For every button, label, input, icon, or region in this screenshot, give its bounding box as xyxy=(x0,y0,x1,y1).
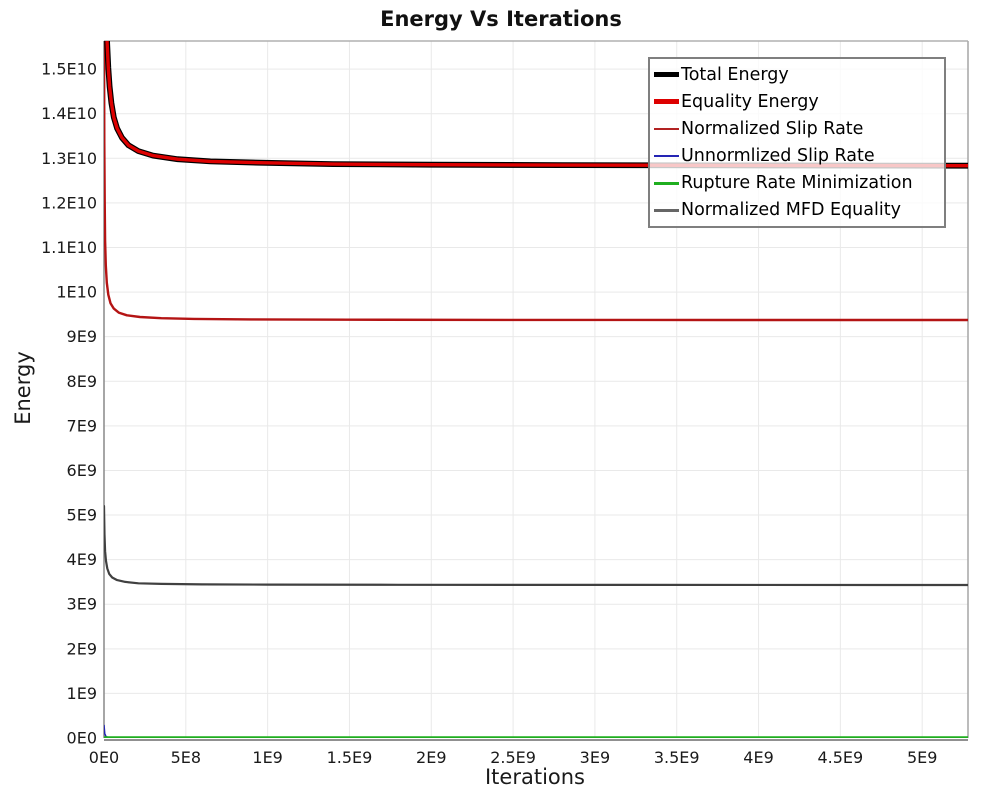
x-tick-label: 5E9 xyxy=(907,748,937,767)
legend-item-label: Unnormlized Slip Rate xyxy=(681,146,875,167)
legend-line-swatch xyxy=(654,181,679,185)
y-tick-label: 1.3E10 xyxy=(41,149,97,168)
y-tick-label: 1E9 xyxy=(67,684,97,703)
legend-item-rupture-rate-minimization: Rupture Rate Minimization xyxy=(654,170,940,197)
y-tick-label: 1.2E10 xyxy=(41,193,97,212)
series-equality-energy xyxy=(105,41,968,168)
legend-item-label: Normalized Slip Rate xyxy=(681,118,864,139)
x-tick-label: 0E0 xyxy=(89,748,119,767)
x-tick-label: 5E8 xyxy=(171,748,201,767)
x-tick-label: 1.5E9 xyxy=(327,748,373,767)
x-tick-label: 2.5E9 xyxy=(490,748,536,767)
y-tick-label: 7E9 xyxy=(67,416,97,435)
legend: Total Energy Equality Energy Normalized … xyxy=(648,57,946,228)
legend-item-equality-energy: Equality Energy xyxy=(654,88,940,115)
y-tick-label: 8E9 xyxy=(67,372,97,391)
legend-item-label: Normalized MFD Equality xyxy=(681,200,901,221)
y-tick-label: 3E9 xyxy=(67,595,97,614)
y-tick-label: 1.1E10 xyxy=(41,238,97,257)
series-normalized-mfd-equality xyxy=(104,505,968,587)
x-tick-label: 1E9 xyxy=(252,748,282,767)
legend-item-normalized-mfd-equality: Normalized MFD Equality xyxy=(654,197,940,224)
y-tick-label: 1E10 xyxy=(56,283,97,302)
series-normalized-slip-rate xyxy=(104,41,968,322)
legend-line-swatch xyxy=(654,72,679,78)
y-tick-label: 1.4E10 xyxy=(41,104,97,123)
legend-line-swatch xyxy=(654,99,679,105)
series-unnormlized-slip-rate xyxy=(104,724,968,738)
legend-item-total-energy: Total Energy xyxy=(654,61,940,88)
y-tick-label: 5E9 xyxy=(67,506,97,525)
y-tick-label: 9E9 xyxy=(67,327,97,346)
legend-item-label: Equality Energy xyxy=(681,91,819,112)
legend-line-swatch xyxy=(654,127,679,131)
series-group xyxy=(104,41,968,738)
legend-line-swatch xyxy=(654,209,679,212)
x-axis-label: Iterations xyxy=(484,765,586,789)
x-tick-label: 4E9 xyxy=(743,748,773,767)
y-tick-label: 4E9 xyxy=(67,550,97,569)
x-tick-label: 4.5E9 xyxy=(817,748,863,767)
legend-item-label: Rupture Rate Minimization xyxy=(681,173,913,194)
chart-title: Energy Vs Iterations xyxy=(380,7,622,31)
legend-item-label: Total Energy xyxy=(681,64,789,85)
x-tick-label: 2E9 xyxy=(416,748,446,767)
y-tick-label: 2E9 xyxy=(67,639,97,658)
legend-item-normalized-slip-rate: Normalized Slip Rate xyxy=(654,115,940,142)
y-tick-label: 6E9 xyxy=(67,461,97,480)
x-tick-label: 3.5E9 xyxy=(654,748,700,767)
x-tick-label: 3E9 xyxy=(580,748,610,767)
legend-line-swatch xyxy=(654,154,679,158)
y-tick-label: 1.5E10 xyxy=(41,60,97,79)
y-tick-label: 0E0 xyxy=(67,729,97,748)
tick-labels: 0E0 1E9 2E9 3E9 4E9 5E9 6E9 7E9 8E9 9E9 1E10 1.1E10… xyxy=(41,60,937,767)
legend-item-unnormlized-slip-rate: Unnormlized Slip Rate xyxy=(654,143,940,170)
